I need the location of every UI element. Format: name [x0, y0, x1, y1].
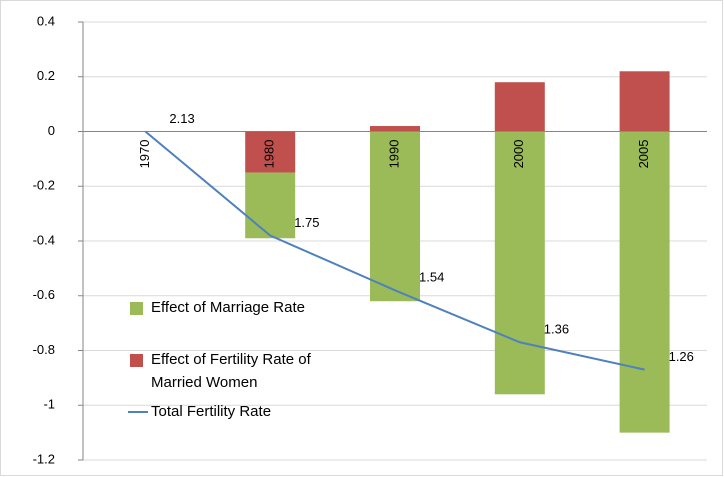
legend-swatch: [130, 354, 143, 367]
y-tick-label: -0.2: [33, 178, 55, 193]
data-label: 1.54: [419, 270, 444, 285]
legend-label: Effect of Fertility Rate of Married Women: [151, 351, 312, 391]
y-tick-label: -1: [43, 397, 55, 412]
y-tick-label: -1.2: [33, 451, 55, 466]
y-tick-label: -0.4: [33, 232, 55, 247]
data-label: 1.75: [294, 215, 319, 230]
y-tick-label: 0: [48, 123, 55, 138]
bar: [370, 126, 420, 132]
y-tick-label: -0.6: [33, 287, 55, 302]
legend: Effect of Marriage Rate Effect of Fertili…: [128, 299, 312, 420]
bar: [494, 82, 545, 132]
x-tick-label: 1990: [386, 140, 401, 169]
bar: [619, 131, 670, 433]
y-tick-label: -0.8: [33, 342, 55, 357]
bar: [619, 71, 670, 132]
x-tick-label: 1980: [262, 140, 277, 169]
x-tick-label: 2000: [511, 140, 526, 169]
data-label: 2.13: [169, 111, 194, 126]
data-label: 1.26: [669, 349, 694, 364]
data-label: 1.36: [544, 322, 569, 337]
line: [144, 130, 645, 371]
bar: [370, 131, 420, 302]
y-tick-label: 0.4: [37, 13, 55, 28]
y-tick-label: 0.2: [37, 68, 55, 83]
bar: [494, 131, 545, 395]
bar: [245, 131, 296, 173]
legend-label: Effect of Marriage Rate: [151, 299, 305, 316]
legend-label: Total Fertility Rate: [151, 403, 271, 420]
bar: [245, 172, 296, 239]
x-tick-label: 2005: [636, 140, 651, 169]
x-tick-label: 1970: [137, 140, 152, 169]
legend-swatch: [130, 302, 143, 315]
